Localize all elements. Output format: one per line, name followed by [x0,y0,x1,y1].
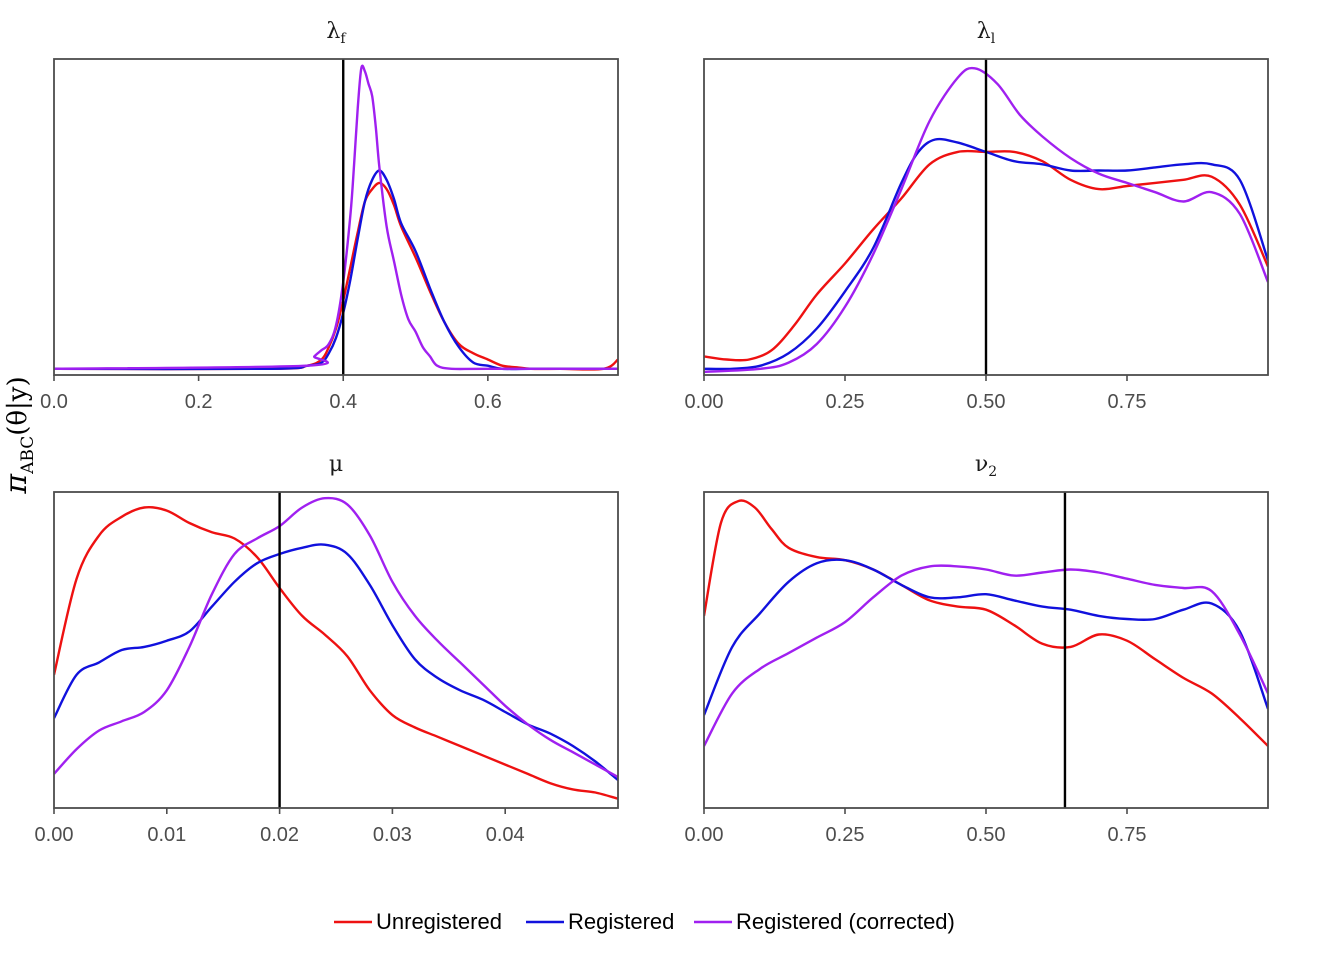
panel-3-frame [53,491,619,809]
panel-4-xtick-label-1: 0.25 [826,824,865,846]
legend-label-unregistered: Unregistered [376,909,502,934]
panel-2-xtick-label-0: 0.00 [685,391,724,413]
panel-3-xtick-label-1: 0.01 [147,824,186,846]
panel-3-xtick-label-3: 0.03 [373,824,412,846]
panel-3-line-registered [54,543,618,782]
panel-2-line-unregistered [704,149,1268,362]
panel-3-line-unregistered [54,505,618,800]
panel-2: λl 0.00 0.25 0.50 0.75 [685,19,1269,413]
panel-4-title: ν2 [975,452,997,480]
panel-4-xtick-label-2: 0.50 [967,824,1006,846]
panel-4-series [704,499,1268,747]
panel-2-line-registered-corrected [704,66,1268,374]
panel-4: ν2 0.00 0.25 0.50 0.75 [685,452,1269,846]
panel-1-xtick-label-1: 0.2 [185,391,213,413]
panel-4-line-registered-corrected [704,564,1268,747]
panel-2-series [704,66,1268,374]
panel-2-title: λl [977,19,996,47]
panel-4-title-sub: 2 [988,464,997,480]
panel-2-title-sub: l [991,31,996,47]
panel-3-title-main: μ [329,452,343,477]
legend: Unregistered Registered Registered (correc… [334,909,955,934]
panel-3-xtick-label-4: 0.04 [486,824,525,846]
y-axis-label-sub: ABC [18,436,38,475]
panel-1-title-main: λ [326,19,340,44]
panel-2-xtick-label-1: 0.25 [826,391,865,413]
y-axis-label-rest: (θ|y) [3,376,33,435]
panel-4-line-registered [704,558,1268,716]
legend-item-registered-corrected: Registered (corrected) [694,909,955,934]
panel-2-xtick-label-3: 0.75 [1108,391,1147,413]
panel-2-xtick-label-2: 0.50 [967,391,1006,413]
panel-3-line-registered-corrected [54,496,618,779]
panel-2-title-main: λ [977,19,991,44]
panel-1-title-sub: f [340,31,347,47]
panel-4-xtick-label-0: 0.00 [685,824,724,846]
panel-1-title: λf [326,19,347,47]
y-axis-label: πABC(θ|y) [0,376,38,494]
panel-3: μ 0.00 0.01 0.02 0.03 0.04 [35,452,619,846]
panel-3-title: μ [329,452,343,477]
panel-4-frame [703,491,1269,809]
panel-2-line-registered [704,137,1268,371]
panel-4-xtick-label-3: 0.75 [1108,824,1147,846]
panel-4-title-main: ν [975,452,988,477]
panel-1-line-registered [54,169,618,371]
panel-4-line-unregistered [704,499,1268,747]
panel-3-series [54,496,618,800]
legend-item-registered: Registered [526,909,674,934]
legend-item-unregistered: Unregistered [334,909,502,934]
panel-1-xtick-label-3: 0.6 [474,391,502,413]
panel-3-xtick-label-2: 0.02 [260,824,299,846]
y-axis-label-main: π [0,473,34,495]
panel-1-line-registered-corrected [54,64,618,371]
panel-1: λf 0.0 0.2 0.4 0.6 [40,19,619,413]
panel-1-line-unregistered [54,181,618,371]
panel-1-frame [53,58,619,376]
legend-label-registered-corrected: Registered (corrected) [736,909,955,934]
legend-label-registered: Registered [568,909,674,934]
panel-1-xtick-label-0: 0.0 [40,391,68,413]
panel-1-series [54,64,618,371]
panel-3-xtick-label-0: 0.00 [35,824,74,846]
panel-1-xtick-label-2: 0.4 [329,391,357,413]
